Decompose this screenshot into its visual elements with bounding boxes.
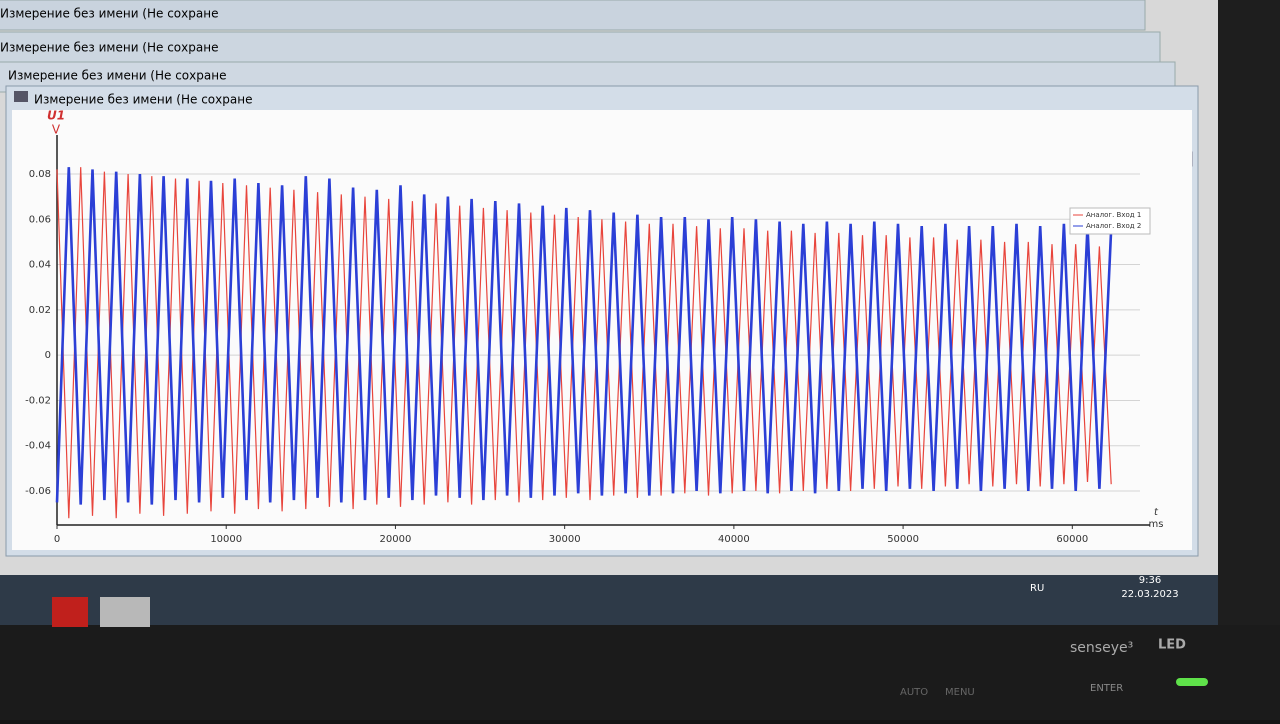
monitor-button[interactable]: ENTER [1090, 683, 1123, 694]
window-title: Измерение без имени (Не сохране [0, 7, 218, 21]
y-axis-unit: V [52, 123, 61, 137]
monitor-button[interactable]: AUTO [900, 687, 928, 698]
taskbar-app[interactable] [100, 597, 150, 627]
language-indicator[interactable]: RU [1030, 583, 1044, 594]
y-tick-label: 0.02 [29, 305, 51, 316]
y-tick-label: 0.04 [29, 260, 51, 271]
x-tick-label: 0 [54, 534, 60, 545]
y-tick-label: -0.06 [25, 486, 51, 497]
led-badge: LED [1158, 638, 1186, 653]
legend-label: Аналог. Вход 1 [1086, 211, 1141, 219]
bezel-bottom [0, 625, 1280, 720]
x-axis-unit: ms [1149, 519, 1164, 530]
y-tick-label: -0.04 [25, 441, 51, 452]
clock-date: 22.03.2023 [1121, 589, 1178, 600]
window-frame [0, 0, 1146, 31]
legend-label: Аналог. Вход 2 [1086, 222, 1141, 230]
x-tick-label: 40000 [718, 534, 750, 545]
app-icon [14, 91, 28, 102]
brand-logo: senseye³ [1070, 640, 1133, 656]
y-tick-label: -0.02 [25, 395, 51, 406]
window-title: Измерение без имени (Не сохране [8, 69, 226, 83]
power-led [1176, 678, 1208, 686]
bezel-right [1218, 0, 1280, 720]
y-tick-label: 0.08 [29, 169, 51, 180]
x-axis-label: t [1154, 507, 1159, 518]
x-tick-label: 10000 [210, 534, 242, 545]
monitor-button[interactable]: MENU [945, 687, 975, 698]
y-axis-label: U1 [47, 109, 65, 123]
series-line [55, 167, 1113, 505]
x-tick-label: 50000 [887, 534, 919, 545]
window-title: Измерение без имени (Не сохране [34, 93, 252, 107]
window-title: Измерение без имени (Не сохране [0, 41, 218, 55]
taskbar [0, 575, 1218, 625]
taskbar-app[interactable] [52, 597, 88, 627]
x-tick-label: 60000 [1056, 534, 1088, 545]
clock-time: 9:36 [1139, 575, 1161, 586]
x-tick-label: 20000 [380, 534, 412, 545]
x-tick-label: 30000 [549, 534, 581, 545]
y-tick-label: 0.06 [29, 214, 51, 225]
y-tick-label: 0 [45, 350, 51, 361]
legend-box [1069, 207, 1151, 235]
